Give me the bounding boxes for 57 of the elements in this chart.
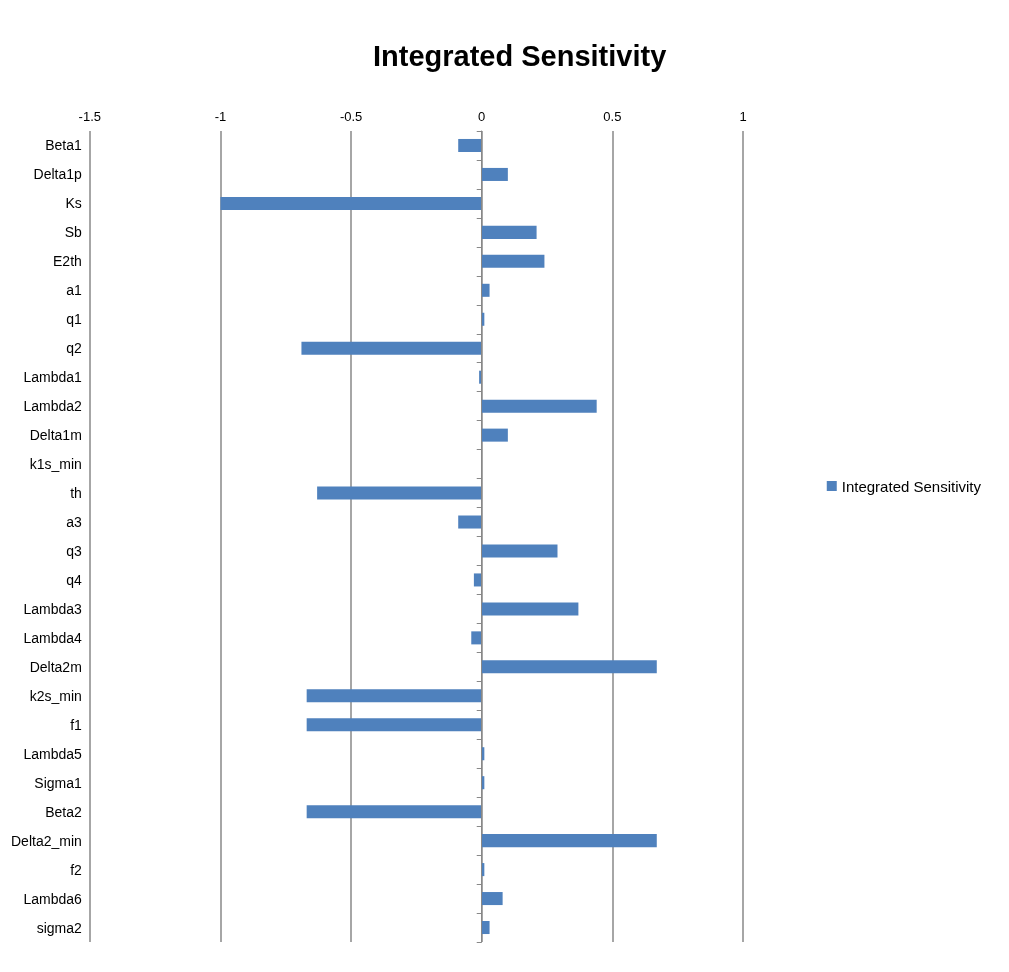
y-tick-label: a1 xyxy=(66,282,83,299)
x-tick-label: 0 xyxy=(478,109,486,124)
y-tick-label: Delta2m xyxy=(29,658,82,675)
bar xyxy=(471,631,482,645)
y-tick-label: th xyxy=(70,485,82,502)
x-tick-label: -1.5 xyxy=(78,109,102,124)
y-tick-label: Ks xyxy=(65,195,82,212)
x-tick-label: -0.5 xyxy=(339,109,363,124)
y-tick-label: q1 xyxy=(66,311,83,328)
bar xyxy=(306,805,482,819)
bar xyxy=(481,921,490,935)
x-tick-label: 0.5 xyxy=(603,109,622,124)
bar xyxy=(481,892,503,906)
y-tick-label: q4 xyxy=(66,571,83,588)
y-tick-label: q2 xyxy=(66,340,83,357)
bar xyxy=(481,544,558,558)
bar xyxy=(458,515,482,529)
bar xyxy=(306,718,482,732)
y-tick-label: f2 xyxy=(70,861,83,878)
y-tick-label: k1s_min xyxy=(29,456,82,473)
y-tick-label: Lambda3 xyxy=(23,600,83,617)
y-tick-label: Lambda5 xyxy=(23,745,83,762)
bar xyxy=(220,196,482,210)
bar xyxy=(481,225,537,239)
bar xyxy=(481,834,657,848)
y-tick-label: sigma2 xyxy=(36,919,83,936)
y-tick-label: Beta2 xyxy=(45,803,83,820)
y-tick-label: Delta1m xyxy=(29,427,82,444)
y-tick-label: a3 xyxy=(66,514,83,531)
bar xyxy=(481,254,545,268)
y-tick-label: Delta1p xyxy=(33,166,83,183)
bar xyxy=(317,486,482,500)
y-tick-label: Lambda1 xyxy=(23,369,83,386)
y-tick-label: Sigma1 xyxy=(34,774,83,791)
y-tick-label: q3 xyxy=(66,542,83,559)
bar xyxy=(481,428,508,442)
bar xyxy=(301,341,482,355)
y-tick-label: Delta2_min xyxy=(10,832,82,849)
y-tick-label: Beta1 xyxy=(45,137,83,154)
bar xyxy=(481,602,579,616)
bar xyxy=(306,689,482,703)
y-tick-label: k2s_min xyxy=(29,687,82,704)
bar xyxy=(481,660,657,674)
bar xyxy=(481,399,597,413)
bar xyxy=(481,167,508,181)
chart-title: Integrated Sensitivity xyxy=(373,39,667,72)
y-tick-label: Sb xyxy=(64,224,83,241)
bar xyxy=(458,138,482,152)
x-tick-label: -1 xyxy=(214,109,227,124)
y-tick-label: Lambda6 xyxy=(23,890,83,907)
y-tick-label: E2th xyxy=(53,253,82,270)
bar xyxy=(481,283,490,297)
x-tick-label: 1 xyxy=(739,109,747,124)
y-tick-label: f1 xyxy=(70,716,83,733)
legend-label: Integrated Sensitivity xyxy=(841,477,982,495)
y-tick-label: Lambda4 xyxy=(23,629,83,646)
y-tick-label: Lambda2 xyxy=(23,398,83,415)
